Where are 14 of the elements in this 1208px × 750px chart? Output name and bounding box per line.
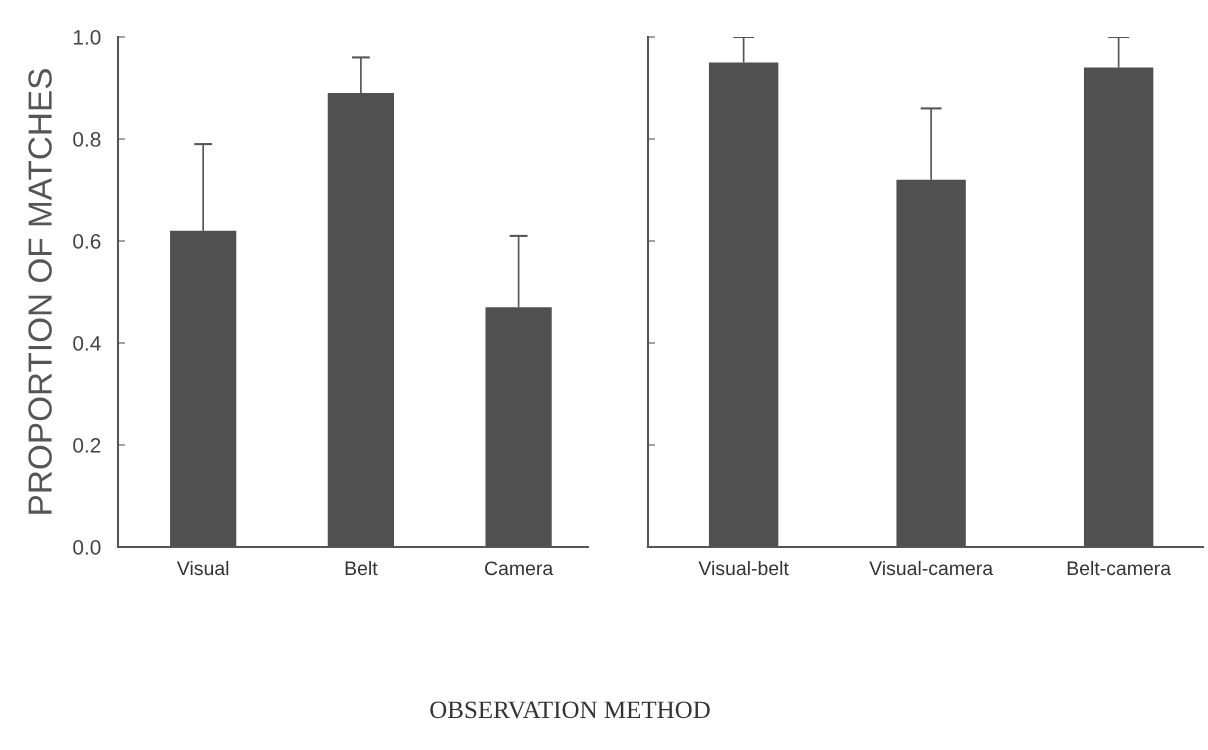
x-tick-label: Belt-camera xyxy=(1067,560,1172,576)
x-tick-label: Visual-belt xyxy=(698,560,789,576)
x-tick-label: Camera xyxy=(485,561,554,576)
y-tick-label: 1.0 xyxy=(73,30,101,45)
x-tick-label: Belt xyxy=(345,560,378,576)
x-tick-label: Visual-camera xyxy=(869,560,994,576)
y-tick-label: 0.6 xyxy=(73,234,101,249)
x-tick-label: Visual xyxy=(176,560,229,576)
y-axis-title: PROPORTION OF MATCHES xyxy=(28,69,52,514)
x-axis-title: OBSERVATION METHOD xyxy=(430,701,710,719)
y-tick-label: 0.0 xyxy=(73,540,101,555)
y-tick-label: 0.8 xyxy=(73,132,101,147)
y-tick-label: 0.2 xyxy=(73,438,101,453)
y-tick-label: 0.4 xyxy=(73,336,101,351)
